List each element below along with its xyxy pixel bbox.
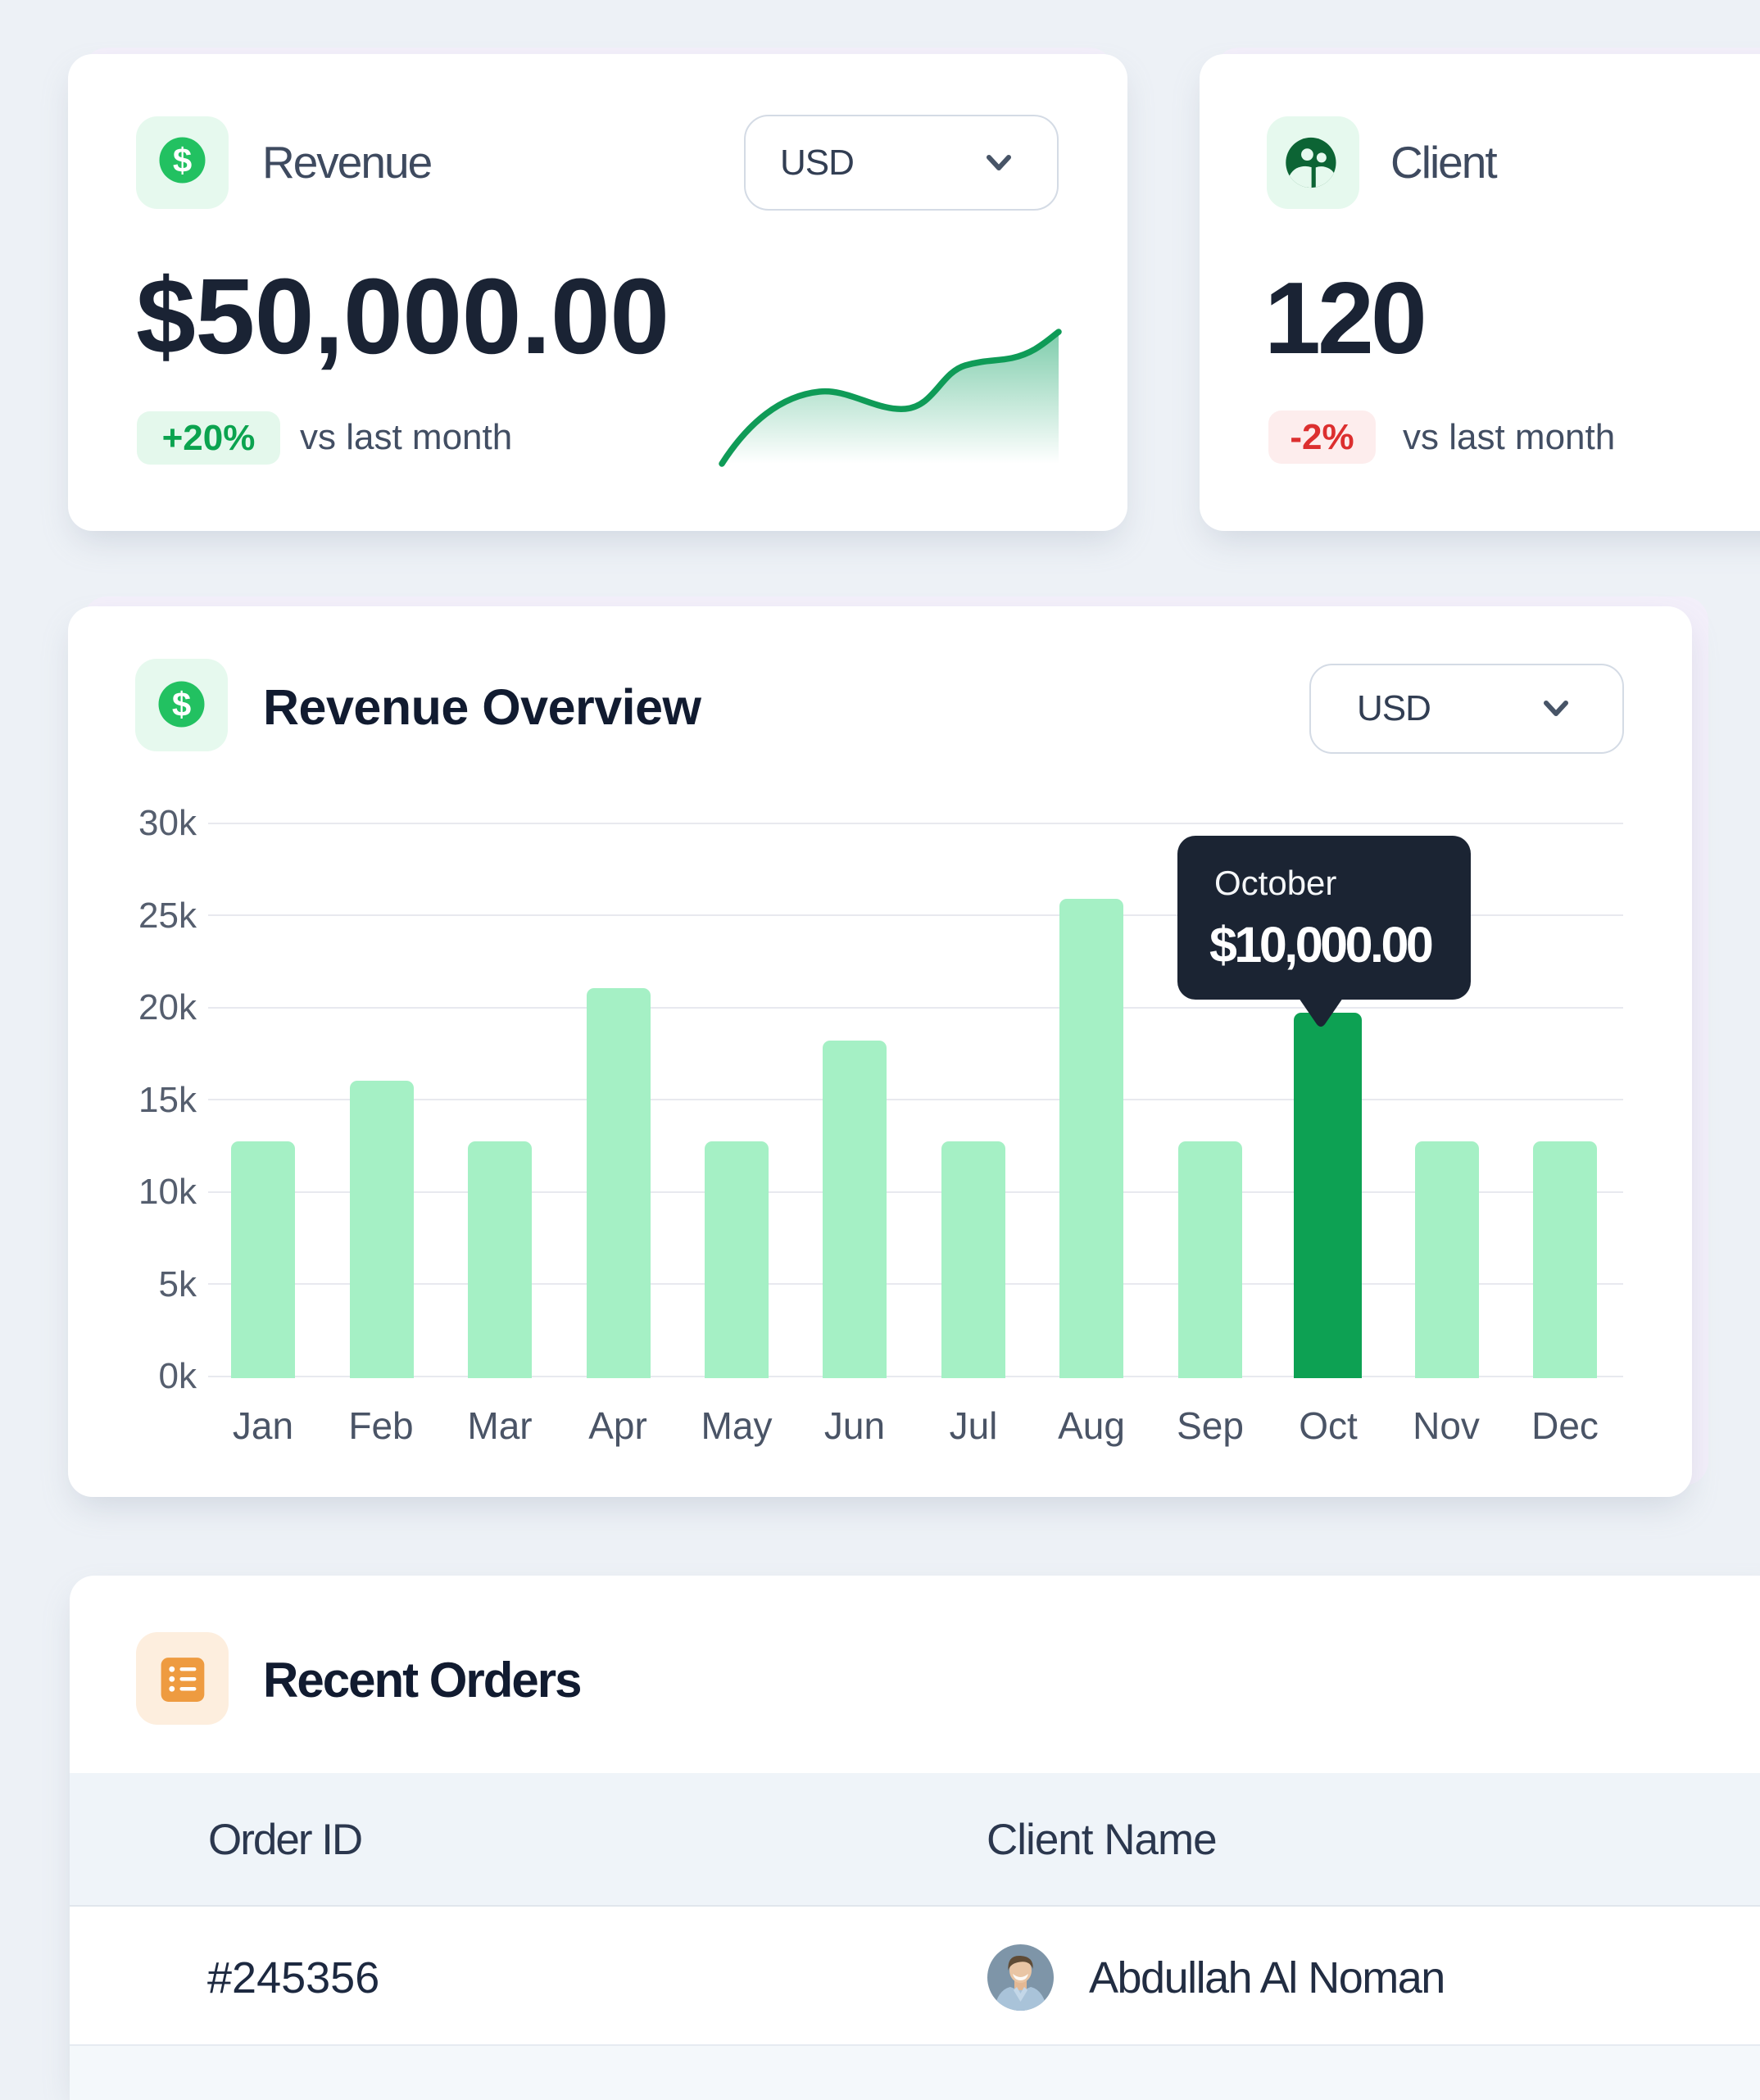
svg-text:$: $ — [172, 685, 191, 723]
svg-text:$: $ — [173, 141, 192, 179]
